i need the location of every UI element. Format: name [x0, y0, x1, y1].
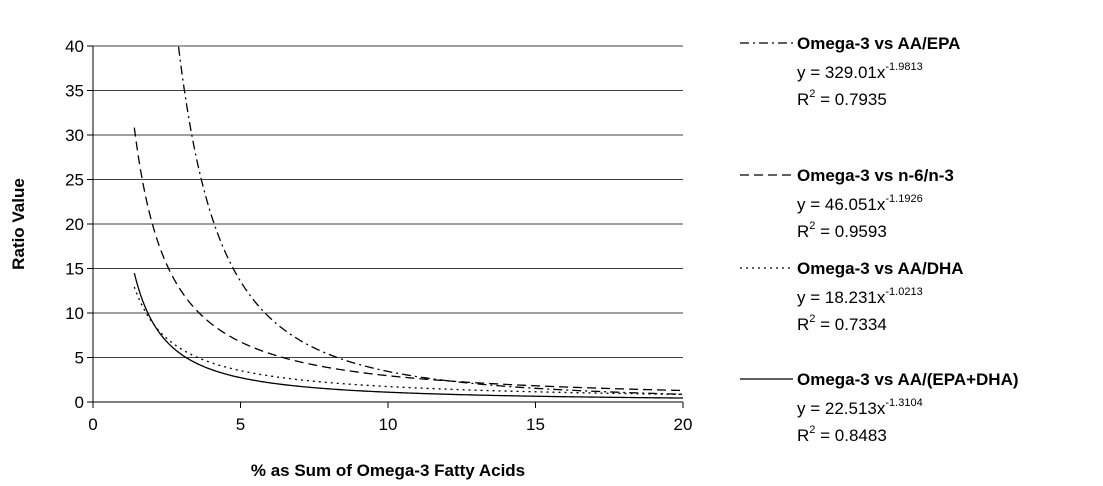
equation-prefix: y = 46.051x	[797, 195, 886, 214]
r2-exponent: 2	[809, 313, 815, 325]
trendline-equation: y = 329.01x-1.9813	[797, 61, 923, 82]
series-line-0	[177, 46, 684, 395]
equation-exponent: -1.0213	[885, 286, 922, 298]
r2-exponent: 2	[809, 220, 815, 232]
equation-prefix: y = 22.513x	[797, 399, 886, 418]
y-tick-label: 20	[65, 215, 84, 234]
y-tick-label: 30	[65, 126, 84, 145]
equation-exponent: -1.3104	[885, 397, 922, 409]
x-tick-label: 20	[674, 415, 693, 434]
x-tick-label: 15	[526, 415, 545, 434]
r2-prefix: R	[797, 222, 809, 241]
legend-series-name: Omega-3 vs AA/EPA	[797, 34, 960, 53]
legend-entry-1: Omega-3 vs n-6/n-3 y = 46.051x-1.1926 R2 =…	[740, 166, 954, 241]
trendline-equation: y = 46.051x-1.1926	[797, 193, 923, 214]
x-tick-label: 5	[236, 415, 245, 434]
x-tick-label: 0	[88, 415, 97, 434]
r-squared: R2 = 0.7935	[797, 88, 887, 109]
legend-series-name: Omega-3 vs AA/(EPA+DHA)	[797, 370, 1019, 389]
legend-series-name: Omega-3 vs AA/DHA	[797, 259, 964, 278]
r2-value: = 0.9593	[815, 222, 886, 241]
trendline-equation: y = 18.231x-1.0213	[797, 286, 923, 307]
r-squared: R2 = 0.9593	[797, 220, 887, 241]
y-tick-label: 5	[75, 349, 84, 368]
y-axis-title: Ratio Value	[9, 178, 28, 270]
r-squared: R2 = 0.8483	[797, 424, 887, 445]
r2-value: = 0.7334	[815, 315, 886, 334]
y-tick-label: 0	[75, 393, 84, 412]
r2-exponent: 2	[809, 88, 815, 100]
equation-prefix: y = 329.01x	[797, 63, 886, 82]
series-line-1	[133, 127, 684, 392]
r2-exponent: 2	[809, 424, 815, 436]
r2-prefix: R	[797, 426, 809, 445]
y-tick-label: 25	[65, 171, 84, 190]
y-tick-label: 35	[65, 82, 84, 101]
r-squared: R2 = 0.7334	[797, 313, 887, 334]
legend-entry-0: Omega-3 vs AA/EPA y = 329.01x-1.9813 R2 = …	[740, 34, 960, 109]
y-tick-label: 10	[65, 304, 84, 323]
equation-exponent: -1.1926	[885, 193, 922, 205]
equation-prefix: y = 18.231x	[797, 288, 886, 307]
equation-exponent: -1.9813	[885, 61, 922, 73]
legend-entry-2: Omega-3 vs AA/DHA y = 18.231x-1.0213 R2 = …	[740, 259, 964, 334]
y-tick-label: 40	[65, 37, 84, 56]
series-line-2	[133, 286, 684, 396]
x-axis-title: % as Sum of Omega-3 Fatty Acids	[251, 461, 525, 480]
legend-entry-3: Omega-3 vs AA/(EPA+DHA) y = 22.513x-1.310…	[740, 370, 1019, 445]
x-tick-label: 10	[379, 415, 398, 434]
gridlines	[93, 45, 683, 358]
trendline-equation: y = 22.513x-1.3104	[797, 397, 923, 418]
axis-ticks: 0 5 10 15 20 25 30 35 40 0 5 10 15 20	[65, 37, 692, 434]
legend-series-name: Omega-3 vs n-6/n-3	[797, 166, 954, 185]
r2-value: = 0.7935	[815, 90, 886, 109]
r2-value: = 0.8483	[815, 426, 886, 445]
y-tick-label: 15	[65, 260, 84, 279]
r2-prefix: R	[797, 315, 809, 334]
series-lines	[133, 46, 684, 399]
r2-prefix: R	[797, 90, 809, 109]
series-line-3	[133, 272, 684, 399]
